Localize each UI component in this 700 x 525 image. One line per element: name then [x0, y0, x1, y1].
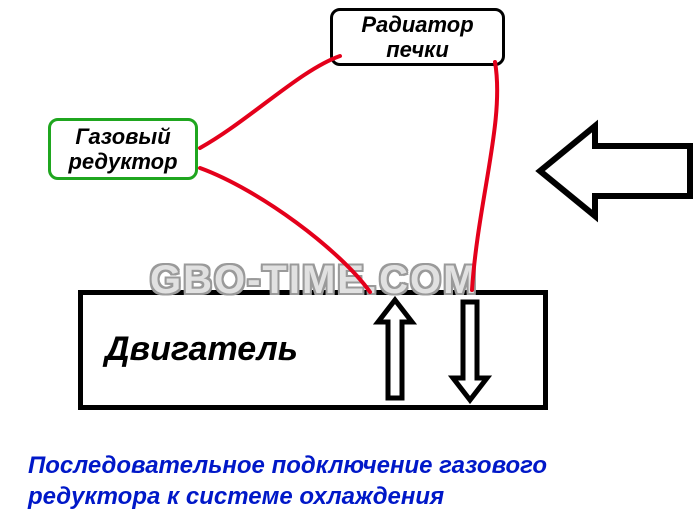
radiator-box: Радиаторпечки	[330, 8, 505, 66]
engine-box: Двигатель	[78, 290, 548, 410]
coolant-hoses	[200, 56, 497, 292]
flow-arrow-label: Потокантифриза	[582, 150, 687, 193]
radiator-label: Радиаторпечки	[361, 12, 473, 63]
reducer-box: Газовыйредуктор	[48, 118, 198, 180]
diagram-overlay	[0, 0, 700, 525]
reducer-label: Газовыйредуктор	[68, 124, 177, 175]
engine-label: Двигатель	[105, 330, 298, 369]
diagram-caption: Последовательное подключение газовогоред…	[28, 450, 547, 512]
